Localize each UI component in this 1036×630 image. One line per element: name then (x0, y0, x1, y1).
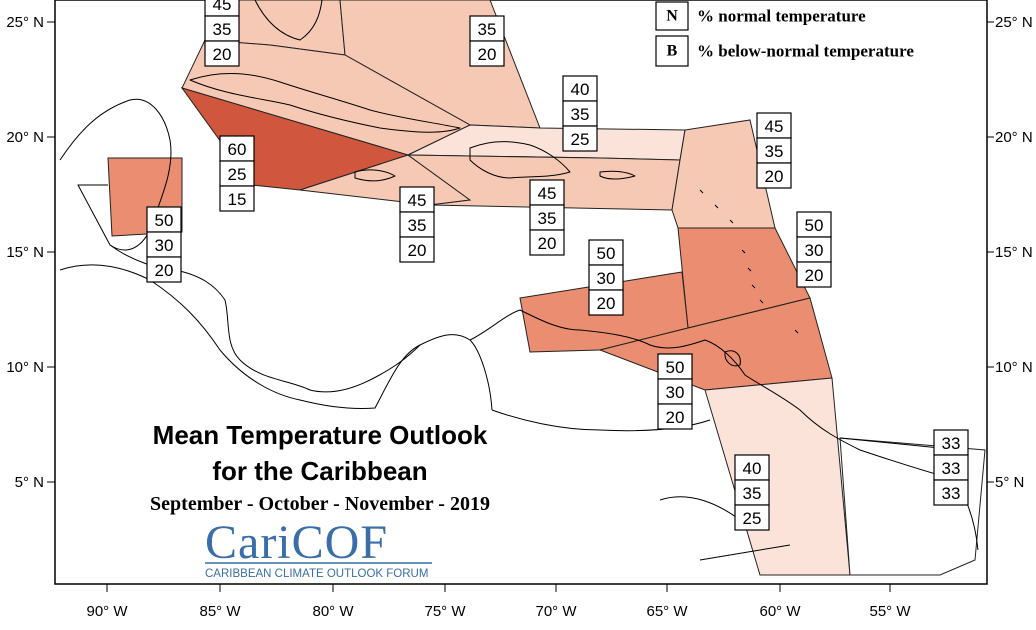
prob-box-hispaniola: 45 35 20 (530, 180, 564, 255)
x-tick-label: 80° W (312, 603, 354, 620)
prob-box-cuba-east: 60 25 15 (220, 136, 254, 211)
legend-text-b: % below-normal temperature (697, 42, 914, 61)
y-tick-label-right: 15° N (995, 244, 1033, 261)
x-tick-label: 60° W (759, 603, 801, 620)
logo-wordmark: CariCOF (205, 516, 388, 569)
prob-value: 45 (408, 191, 427, 210)
title-line-2: for the Caribbean (212, 456, 427, 486)
prob-value: 50 (597, 244, 616, 263)
legend-text-n: % normal temperature (697, 7, 866, 26)
x-tick-label: 85° W (199, 603, 241, 620)
prob-value: 45 (213, 0, 232, 14)
y-tick-label-left: 5° N (15, 474, 44, 491)
prob-value: 20 (408, 241, 427, 260)
prob-value: 20 (765, 167, 784, 186)
prob-value: 20 (666, 408, 685, 427)
prob-value: 45 (538, 184, 557, 203)
prob-value: 33 (942, 484, 961, 503)
prob-value: 50 (666, 358, 685, 377)
x-tick-label: 70° W (535, 603, 577, 620)
prob-box-jamaica: 45 35 20 (400, 187, 434, 262)
x-axis-ticks: 90° W 85° W 80° W 75° W 70° W 65° W 60° W 55° W (86, 584, 911, 620)
prob-value: 35 (213, 20, 232, 39)
prob-value: 35 (538, 209, 557, 228)
prob-value: 20 (478, 45, 497, 64)
prob-value: 40 (571, 80, 590, 99)
prob-value: 35 (478, 20, 497, 39)
legend-letter-b: B (667, 43, 678, 60)
outlook-map: 90° W 85° W 80° W 75° W 70° W 65° W 60° W 55° W… (0, 0, 1036, 630)
y-tick-label-right: 20° N (995, 129, 1033, 146)
prob-box-turks-caicos: 40 35 25 (563, 76, 597, 151)
prob-value: 25 (571, 130, 590, 149)
prob-value: 30 (805, 241, 824, 260)
prob-value: 30 (597, 269, 616, 288)
x-tick-label: 65° W (646, 603, 688, 620)
prob-value: 20 (805, 266, 824, 285)
prob-value: 35 (571, 105, 590, 124)
legend-letter-n: N (666, 8, 678, 25)
prob-box-windwards: 50 30 20 (797, 212, 831, 287)
prob-value: 35 (408, 216, 427, 235)
prob-box-guyana: 40 35 25 (735, 455, 769, 530)
y-tick-label-left: 10° N (6, 359, 44, 376)
logo-caption: CARIBBEAN CLIMATE OUTLOOK FORUM (205, 568, 428, 580)
y-axis-ticks-left: 25° N 20° N 15° N 10° N 5° N (6, 14, 55, 491)
y-tick-label-right: 25° N (995, 14, 1033, 31)
x-tick-label: 75° W (424, 603, 466, 620)
prob-box-trinidad: 50 30 20 (658, 354, 692, 429)
y-tick-label-right: 10° N (995, 359, 1033, 376)
prob-value: 20 (155, 261, 174, 280)
prob-box-belize: 50 30 20 (147, 207, 181, 282)
prob-value: 20 (213, 45, 232, 64)
prob-value: 60 (228, 140, 247, 159)
season-subtitle: September - October - November - 2019 (150, 493, 490, 515)
y-axis-ticks-right: 25° N 20° N 15° N 10° N 5° N (987, 14, 1033, 491)
y-tick-label-right: 5° N (995, 474, 1024, 491)
prob-value: 15 (228, 190, 247, 209)
x-tick-label: 55° W (869, 603, 911, 620)
y-tick-label-left: 15° N (6, 244, 44, 261)
prob-value: 50 (805, 216, 824, 235)
prob-value: 30 (155, 236, 174, 255)
prob-value: 40 (743, 459, 762, 478)
prob-value: 30 (666, 383, 685, 402)
prob-value: 25 (743, 509, 762, 528)
prob-box-northern-leewards: 45 35 20 (757, 113, 791, 188)
y-tick-label-left: 25° N (6, 14, 44, 31)
prob-box-bahamas-north: 45 35 20 (205, 0, 239, 66)
prob-value: 33 (942, 459, 961, 478)
prob-box-abc-islands: 50 30 20 (589, 240, 623, 315)
prob-value: 50 (155, 211, 174, 230)
title-line-1: Mean Temperature Outlook (153, 420, 488, 450)
prob-value: 20 (538, 234, 557, 253)
prob-value: 33 (942, 434, 961, 453)
prob-value: 35 (765, 142, 784, 161)
prob-value: 20 (597, 294, 616, 313)
y-tick-label-left: 20° N (6, 129, 44, 146)
prob-value: 25 (228, 165, 247, 184)
prob-box-suriname: 33 33 33 (934, 430, 968, 505)
prob-value: 35 (743, 484, 762, 503)
prob-value: 45 (765, 117, 784, 136)
x-tick-label: 90° W (86, 603, 128, 620)
